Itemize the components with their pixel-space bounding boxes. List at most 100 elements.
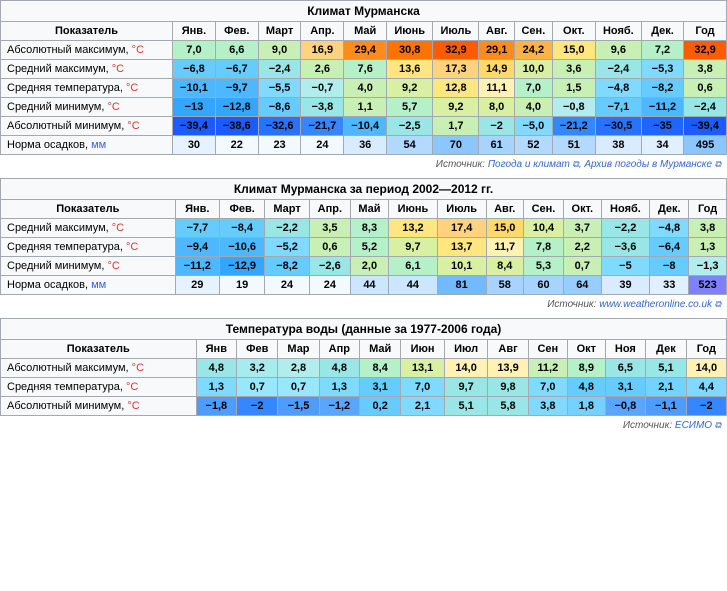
- value-cell: 14,9: [479, 60, 514, 79]
- month-header: Ноя: [605, 340, 646, 359]
- value-cell: 23: [258, 136, 301, 155]
- month-header: Нояб.: [601, 200, 650, 219]
- unit-celsius: °C: [112, 63, 124, 75]
- table-row: Средний максимум, °C−7,7−8,4−2,23,58,313…: [1, 219, 727, 238]
- external-link-icon: ⧉: [712, 159, 721, 169]
- value-cell: 0,7: [564, 257, 601, 276]
- value-cell: 9,0: [258, 41, 301, 60]
- value-cell: 3,5: [309, 219, 350, 238]
- year-cell: 14,0: [686, 359, 726, 378]
- value-cell: 13,2: [389, 219, 438, 238]
- value-cell: 14,0: [444, 359, 488, 378]
- source-link[interactable]: ЕСИМО: [675, 420, 712, 431]
- source-line: Источник: Погода и климат ⧉, Архив погод…: [0, 157, 727, 178]
- value-cell: 6,5: [605, 359, 646, 378]
- value-cell: 58: [486, 276, 523, 295]
- unit-celsius: °C: [107, 101, 119, 113]
- value-cell: 7,0: [528, 378, 567, 397]
- value-cell: −5,0: [514, 117, 552, 136]
- value-cell: −1,2: [319, 397, 360, 416]
- table-row: Норма осадков, мм29192424444481586064393…: [1, 276, 727, 295]
- value-cell: −7,1: [595, 98, 641, 117]
- unit-celsius: °C: [127, 400, 139, 412]
- value-cell: −10,6: [220, 238, 265, 257]
- source-link[interactable]: Архив погоды в Мурманске: [584, 159, 712, 170]
- value-cell: 1,7: [433, 117, 479, 136]
- value-cell: 16,9: [301, 41, 344, 60]
- source-line: Источник: ЕСИМО ⧉: [0, 418, 727, 439]
- unit-celsius: °C: [132, 44, 144, 56]
- source-link[interactable]: www.weatheronline.co.uk: [599, 299, 712, 310]
- climate-tables-root: Климат МурманскаПоказательЯнв.Фев.МартАп…: [0, 0, 727, 439]
- value-cell: −6,7: [215, 60, 258, 79]
- month-header: Сен.: [514, 22, 552, 41]
- value-cell: −30,5: [595, 117, 641, 136]
- value-cell: −5,5: [258, 79, 301, 98]
- value-cell: −3,8: [301, 98, 344, 117]
- month-header: Нояб.: [595, 22, 641, 41]
- external-link-icon: ⧉: [712, 420, 721, 430]
- value-cell: −35: [641, 117, 683, 136]
- month-header: Окт: [568, 340, 606, 359]
- value-cell: 24: [309, 276, 350, 295]
- source-link[interactable]: Погода и климат: [488, 159, 570, 170]
- value-cell: 2,2: [564, 238, 601, 257]
- indicator-header: Показатель: [1, 200, 176, 219]
- value-cell: 2,6: [301, 60, 344, 79]
- value-cell: 33: [650, 276, 689, 295]
- year-cell: 495: [684, 136, 727, 155]
- value-cell: 1,3: [196, 378, 237, 397]
- value-cell: 7,2: [641, 41, 683, 60]
- value-cell: 44: [350, 276, 388, 295]
- value-cell: 1,1: [344, 98, 387, 117]
- external-link-icon: ⧉: [712, 299, 721, 309]
- climate-table: Температура воды (данные за 1977-2006 го…: [0, 318, 727, 416]
- value-cell: −8,6: [258, 98, 301, 117]
- value-cell: 8,0: [479, 98, 514, 117]
- value-cell: −9,4: [175, 238, 219, 257]
- value-cell: 7,0: [173, 41, 216, 60]
- year-cell: 3,8: [689, 219, 727, 238]
- value-cell: 6,1: [389, 257, 438, 276]
- value-cell: 39: [601, 276, 650, 295]
- value-cell: 61: [479, 136, 514, 155]
- table-row: Средний максимум, °C−6,8−6,7−2,42,67,613…: [1, 60, 727, 79]
- value-cell: 30: [173, 136, 216, 155]
- external-link-icon: ⧉: [570, 159, 579, 169]
- month-header: Июль: [437, 200, 486, 219]
- value-cell: 3,1: [605, 378, 646, 397]
- value-cell: 1,8: [568, 397, 606, 416]
- value-cell: 29,1: [479, 41, 514, 60]
- value-cell: 22: [215, 136, 258, 155]
- value-cell: −10,4: [344, 117, 387, 136]
- value-cell: 12,8: [433, 79, 479, 98]
- value-cell: 51: [552, 136, 595, 155]
- year-cell: −2: [686, 397, 726, 416]
- month-header: Янв.: [175, 200, 219, 219]
- value-cell: 6,6: [215, 41, 258, 60]
- unit-mm: мм: [91, 139, 106, 151]
- value-cell: 2,8: [278, 359, 319, 378]
- value-cell: −13: [173, 98, 216, 117]
- value-cell: 44: [389, 276, 438, 295]
- value-cell: −4,8: [650, 219, 689, 238]
- value-cell: −5,2: [265, 238, 310, 257]
- value-cell: 4,8: [196, 359, 237, 378]
- value-cell: −39,4: [173, 117, 216, 136]
- value-cell: −38,6: [215, 117, 258, 136]
- value-cell: 8,4: [486, 257, 523, 276]
- row-label: Абсолютный максимум, °C: [1, 359, 197, 378]
- unit-celsius: °C: [112, 222, 124, 234]
- month-header: Окт.: [552, 22, 595, 41]
- year-cell: 1,3: [689, 238, 727, 257]
- value-cell: −2,2: [601, 219, 650, 238]
- value-cell: −1,8: [196, 397, 237, 416]
- value-cell: 5,7: [387, 98, 433, 117]
- value-cell: 70: [433, 136, 479, 155]
- value-cell: 2,0: [350, 257, 388, 276]
- value-cell: 24,2: [514, 41, 552, 60]
- month-header: Мар: [278, 340, 319, 359]
- value-cell: 9,2: [387, 79, 433, 98]
- month-header: Фев.: [215, 22, 258, 41]
- value-cell: 5,1: [646, 359, 687, 378]
